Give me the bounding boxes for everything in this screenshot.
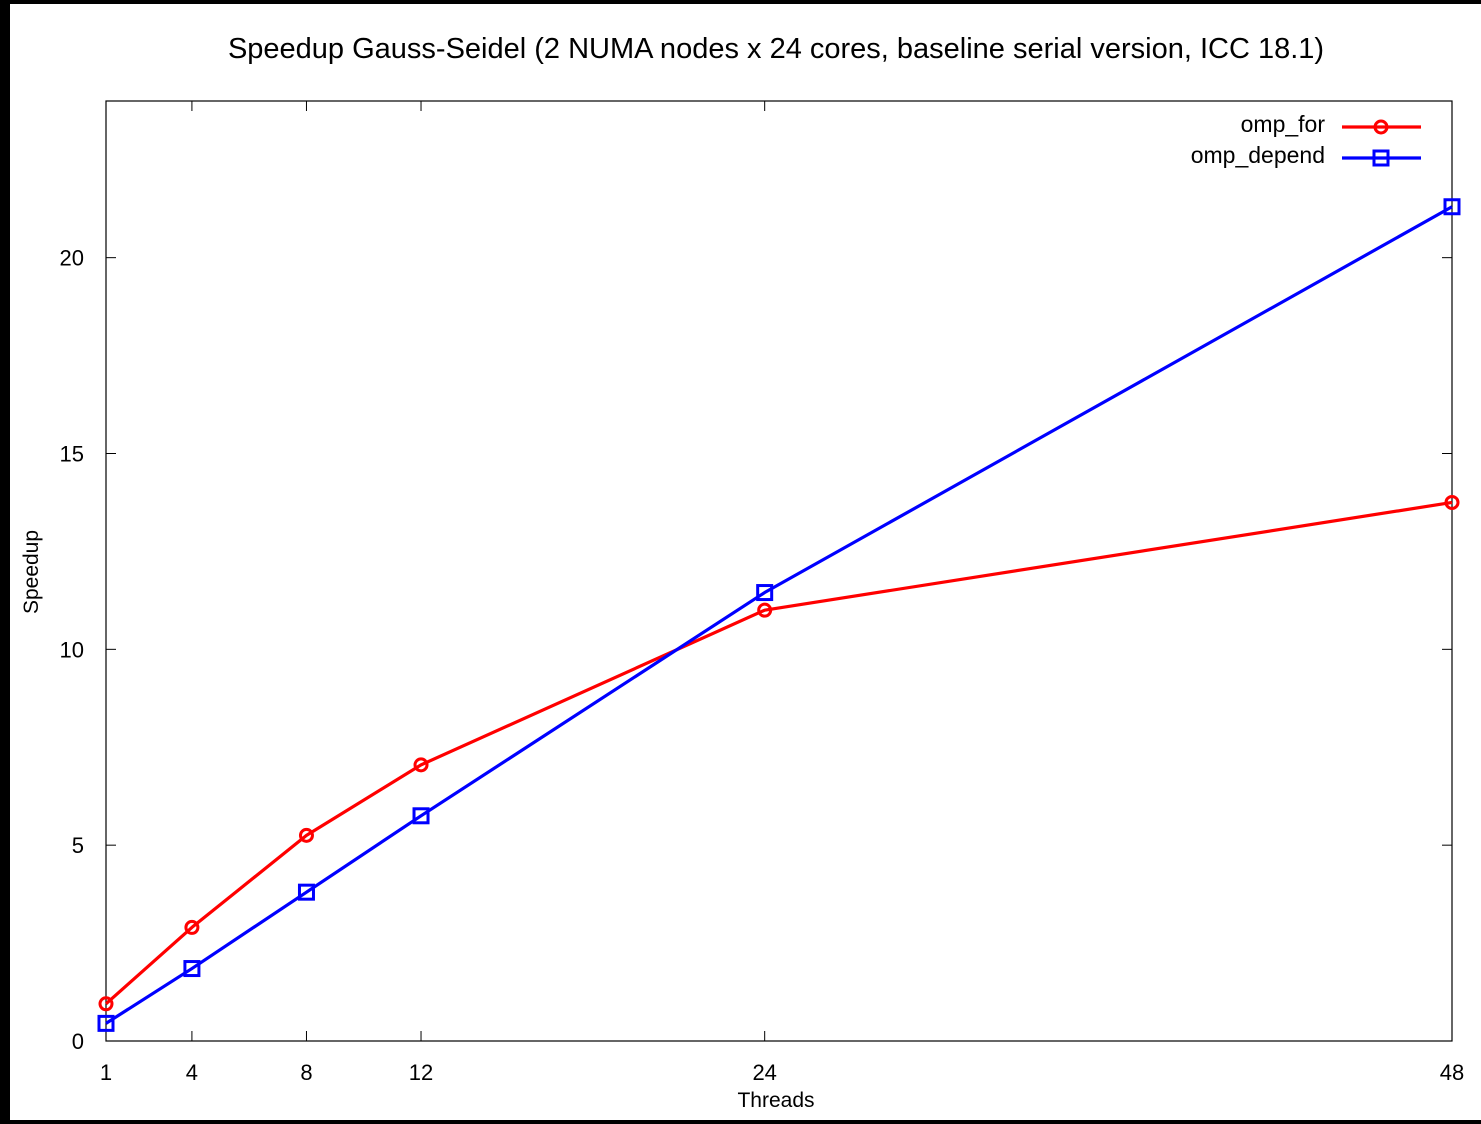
y-tick-label: 15 (60, 442, 84, 467)
y-tick-label: 10 (60, 637, 84, 662)
data-point-omp-depend (412, 807, 430, 825)
data-point-omp-for (184, 919, 200, 935)
data-point-omp-for (1444, 494, 1460, 510)
chart-title: Speedup Gauss-Seidel (2 NUMA nodes x 24 … (228, 33, 1324, 65)
legend-marker-omp-for (1373, 119, 1389, 135)
series-line-omp-for (104, 500, 1453, 1005)
series-omp-for (98, 494, 1460, 1012)
data-point-omp-depend (756, 584, 774, 602)
data-point-omp-depend (1443, 198, 1461, 216)
data-point-omp-depend (297, 883, 315, 901)
data-point-omp-for (757, 602, 773, 618)
data-point-omp-for (298, 827, 314, 843)
data-point-omp-for (98, 996, 114, 1012)
y-tick-label: 20 (60, 246, 84, 271)
data-point-omp-for (413, 757, 429, 773)
data-point-omp-depend (97, 1014, 115, 1032)
x-axis: 1 4 8 12 24 48 (100, 101, 1464, 1085)
y-axis-label: Speedup (20, 530, 43, 614)
x-axis-label: Threads (737, 1089, 814, 1112)
legend-label-omp-depend: omp_depend (1191, 142, 1325, 168)
x-tick-label: 12 (409, 1060, 433, 1085)
series-layer (97, 198, 1461, 1032)
y-axis: 0 5 10 15 20 (60, 246, 1452, 1054)
series-omp-depend (97, 198, 1461, 1032)
series-line-omp-depend (105, 205, 1453, 1025)
legend-label-omp-for: omp_for (1241, 111, 1326, 137)
x-tick-label: 1 (100, 1060, 112, 1085)
legend-marker-omp-depend (1372, 149, 1390, 167)
x-tick-label: 24 (752, 1060, 776, 1085)
plot-area (105, 100, 1453, 1042)
legend: omp_for omp_depend (1191, 111, 1421, 168)
x-tick-label: 4 (186, 1060, 198, 1085)
y-tick-label: 0 (72, 1029, 84, 1054)
data-point-omp-depend (183, 960, 201, 978)
x-tick-label: 8 (300, 1060, 312, 1085)
x-tick-label: 48 (1440, 1060, 1464, 1085)
y-tick-label: 5 (72, 833, 84, 858)
